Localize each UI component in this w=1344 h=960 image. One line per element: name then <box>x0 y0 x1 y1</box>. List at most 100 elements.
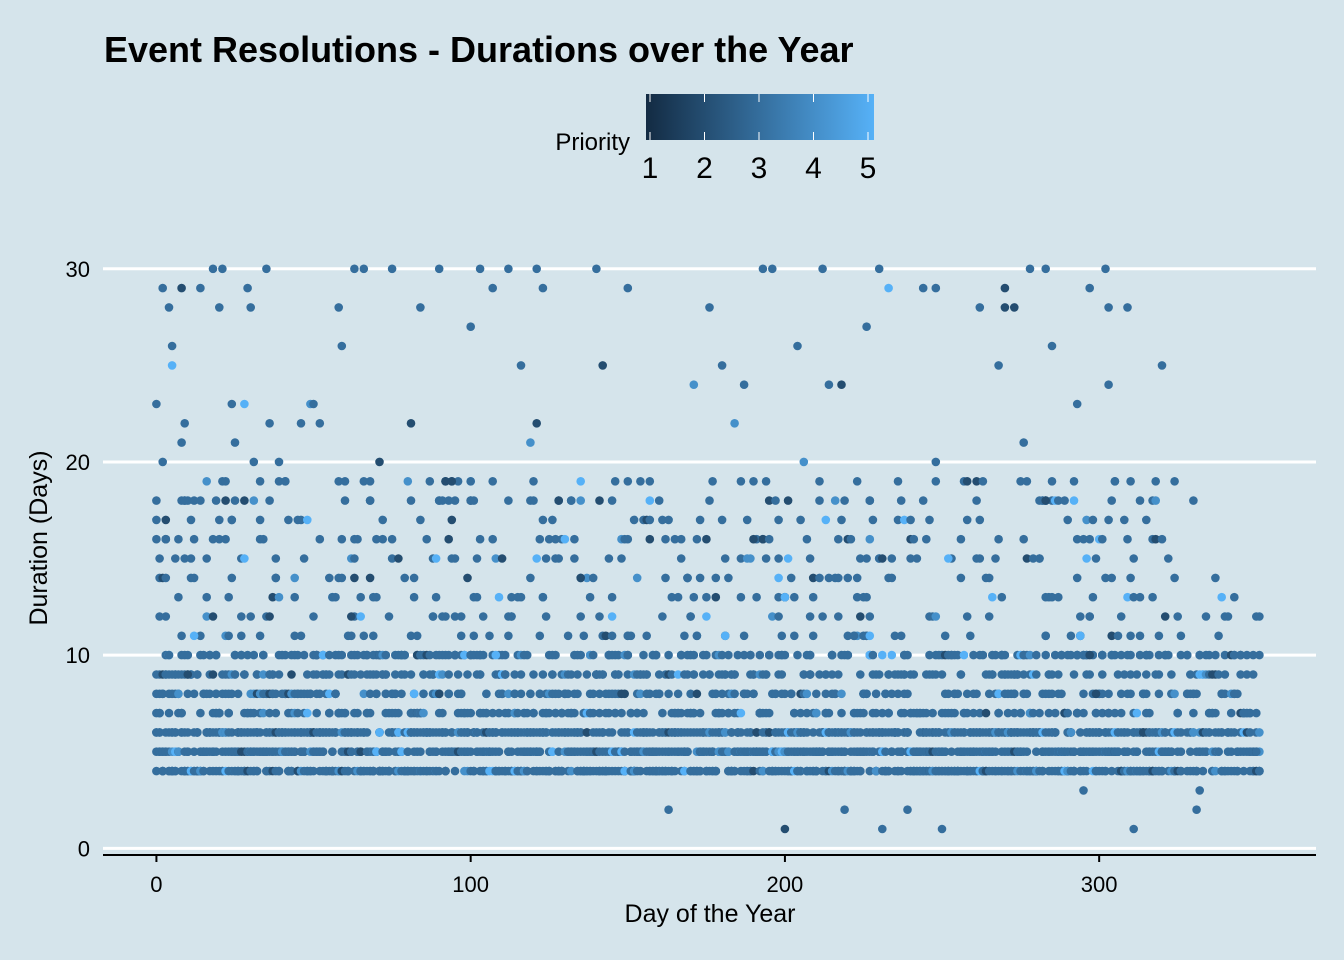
data-point <box>252 670 262 679</box>
data-point <box>1195 786 1204 795</box>
data-point <box>607 631 617 641</box>
data-point <box>972 496 981 505</box>
data-point <box>1041 631 1050 641</box>
data-point <box>566 766 576 776</box>
data-point <box>193 728 202 737</box>
data-point <box>874 264 884 274</box>
data-point <box>1123 534 1132 544</box>
data-point <box>303 515 312 525</box>
data-point <box>189 631 199 641</box>
data-point <box>588 689 598 699</box>
data-point <box>1072 534 1082 544</box>
data-point <box>544 766 554 776</box>
data-point <box>516 592 526 602</box>
data-point <box>1123 592 1132 602</box>
data-point <box>821 689 831 699</box>
data-point <box>720 554 730 563</box>
data-point <box>428 670 438 679</box>
data-point <box>249 496 259 505</box>
data-point <box>372 670 381 679</box>
data-point <box>466 322 476 332</box>
data-point <box>1129 554 1138 563</box>
data-point <box>1211 766 1220 776</box>
data-point <box>1248 650 1258 660</box>
data-point <box>230 438 240 447</box>
data-point <box>544 708 554 718</box>
data-point <box>777 631 787 641</box>
data-point <box>931 612 941 621</box>
data-point <box>931 477 941 486</box>
data-point <box>1173 612 1182 621</box>
data-point <box>494 592 504 602</box>
data-point <box>1116 689 1126 699</box>
data-point <box>730 689 739 699</box>
data-point <box>812 689 821 699</box>
data-point <box>865 496 875 505</box>
data-point <box>387 264 397 274</box>
data-point <box>962 708 972 718</box>
data-point <box>463 670 472 679</box>
data-point <box>1142 689 1151 699</box>
data-point <box>350 573 359 583</box>
data-point <box>909 534 919 544</box>
data-point <box>441 728 450 737</box>
data-point <box>164 650 174 660</box>
data-point <box>522 766 532 776</box>
data-point <box>1038 766 1047 776</box>
data-point <box>1132 747 1142 756</box>
data-point <box>469 766 479 776</box>
data-point <box>309 612 318 621</box>
data-point <box>1028 554 1038 563</box>
data-point <box>837 515 846 525</box>
data-point <box>1233 766 1242 776</box>
data-point <box>717 650 727 660</box>
data-point <box>1157 766 1167 776</box>
data-point <box>815 496 824 505</box>
data-point <box>865 766 875 776</box>
data-point <box>1047 477 1057 486</box>
data-point <box>497 689 507 699</box>
data-point <box>1126 631 1135 641</box>
data-point <box>1145 708 1154 718</box>
data-point <box>582 573 592 583</box>
data-point <box>337 534 347 544</box>
data-point <box>438 670 447 679</box>
data-point <box>1255 612 1264 621</box>
data-point <box>698 670 708 679</box>
data-point <box>510 689 519 699</box>
data-point <box>1104 515 1113 525</box>
data-point <box>598 728 607 737</box>
data-point <box>969 650 978 660</box>
data-point <box>1242 650 1252 660</box>
data-point <box>237 631 246 641</box>
data-point <box>887 689 897 699</box>
data-point <box>497 554 507 563</box>
data-point <box>1019 534 1028 544</box>
data-point <box>1126 477 1135 486</box>
data-point <box>1192 805 1201 814</box>
data-point <box>780 824 790 834</box>
data-point <box>1226 708 1236 718</box>
data-point <box>761 670 771 679</box>
data-point <box>434 264 444 274</box>
data-point <box>171 766 180 776</box>
data-point <box>724 650 733 660</box>
data-point <box>161 612 171 621</box>
data-point <box>152 766 161 776</box>
data-point <box>538 670 548 679</box>
data-point <box>469 496 479 505</box>
data-point <box>369 766 378 776</box>
data-point <box>387 534 397 544</box>
data-point <box>365 496 375 505</box>
data-point <box>881 747 890 756</box>
data-point <box>152 515 161 525</box>
data-point <box>1113 631 1123 641</box>
data-point <box>805 612 815 621</box>
data-point <box>1047 341 1057 351</box>
data-point <box>793 341 802 351</box>
data-point <box>940 747 950 756</box>
data-point <box>664 650 673 660</box>
data-point <box>478 612 488 621</box>
data-point <box>400 650 410 660</box>
data-point <box>472 554 482 563</box>
